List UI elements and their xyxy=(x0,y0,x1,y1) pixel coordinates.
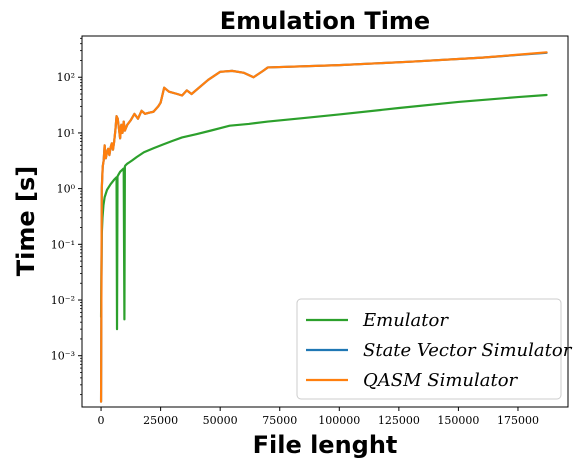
x-tick-label: 125000 xyxy=(378,414,420,427)
x-tick-label: 25000 xyxy=(143,414,178,427)
x-axis-label: File lenght xyxy=(253,431,398,459)
y-tick-label: 10⁻¹ xyxy=(51,238,75,251)
plot-frame xyxy=(81,35,569,408)
x-tick-label: 50000 xyxy=(203,414,238,427)
x-tick-label: 175000 xyxy=(497,414,539,427)
y-tick-label: 10⁰ xyxy=(57,183,76,196)
legend: Emulator State Vector Simulator QASM Simul… xyxy=(296,298,573,400)
y-tick-label: 10¹ xyxy=(57,127,75,140)
series-line-qasm-simulator xyxy=(99,51,548,403)
y-tick-label: 10⁻² xyxy=(51,294,75,307)
x-tick-label: 100000 xyxy=(318,414,360,427)
axis-ticks: 0 25000 50000 75000 100000 125000 150000 175000… xyxy=(51,37,539,427)
legend-label: State Vector Simulator xyxy=(363,340,573,361)
legend-box xyxy=(296,298,562,400)
x-tick-label: 150000 xyxy=(437,414,479,427)
y-axis-label: Time [s] xyxy=(12,166,40,276)
legend-label: QASM Simulator xyxy=(363,370,519,391)
series-line-emulator xyxy=(99,93,548,331)
x-tick-label: 0 xyxy=(98,414,105,427)
legend-label: Emulator xyxy=(362,310,449,331)
y-tick-label: 10² xyxy=(57,71,75,84)
plot-area xyxy=(99,51,548,403)
y-tick-label: 10⁻³ xyxy=(51,350,75,363)
chart-title: Emulation Time xyxy=(220,7,430,35)
x-tick-label: 75000 xyxy=(262,414,297,427)
